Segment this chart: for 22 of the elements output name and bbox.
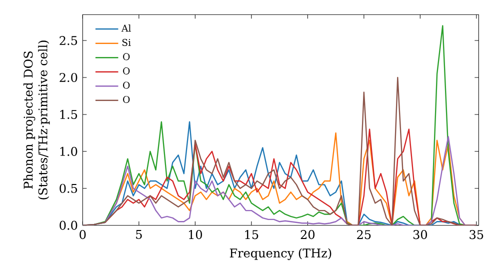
x-tick-label: 20 bbox=[300, 230, 314, 239]
x-tick-label: 25 bbox=[357, 230, 371, 239]
legend-label: O bbox=[123, 53, 130, 60]
x-tick-label: 15 bbox=[245, 230, 258, 239]
y-tick-label: 0.0 bbox=[60, 220, 78, 230]
y-tick-label: 2.5 bbox=[60, 36, 78, 45]
y-tick-label: 1.5 bbox=[60, 110, 78, 119]
y-tick-label: 2.0 bbox=[60, 72, 78, 82]
legend-label: Si bbox=[122, 38, 131, 46]
legend-label: O bbox=[123, 96, 130, 103]
x-axis-title: Frequency (THz) bbox=[230, 248, 332, 260]
x-tick-label: 35 bbox=[470, 230, 484, 239]
x-tick-label: 0 bbox=[80, 230, 86, 239]
legend-label: O bbox=[123, 82, 130, 89]
x-tick-label: 30 bbox=[413, 230, 427, 239]
legend-label: Al bbox=[121, 24, 131, 32]
y-tick-label: 1.0 bbox=[60, 146, 78, 156]
y-tick-label: 0.5 bbox=[60, 184, 78, 193]
y-axis-title: Phonon projected DOS (States/THz·primitive cell) bbox=[23, 40, 50, 200]
legend-label: O bbox=[123, 67, 130, 74]
x-tick-label: 10 bbox=[189, 230, 202, 239]
x-tick-label: 5 bbox=[136, 230, 142, 239]
